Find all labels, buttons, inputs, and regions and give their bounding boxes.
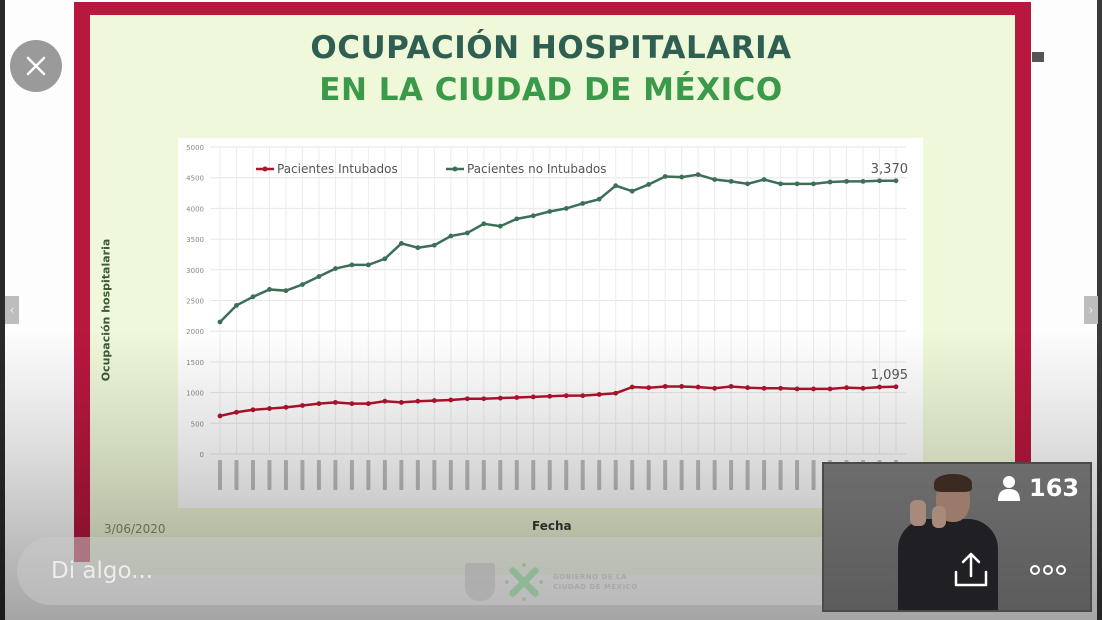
share-button[interactable] xyxy=(952,550,990,590)
comment-input[interactable] xyxy=(51,558,431,584)
line-chart: 0 500 1000 1500 2000 2500 3000 3500 4000 4500 5000… xyxy=(186,144,908,490)
svg-text:1500: 1500 xyxy=(186,359,204,367)
chevron-left-icon: ‹ xyxy=(9,303,15,317)
svg-text:3000: 3000 xyxy=(186,267,204,275)
close-icon xyxy=(26,56,46,76)
svg-text:4500: 4500 xyxy=(186,175,204,183)
svg-text:1,095: 1,095 xyxy=(871,368,908,383)
svg-text:2000: 2000 xyxy=(186,328,204,336)
x-axis-label: Fecha xyxy=(532,519,572,533)
more-options-button[interactable] xyxy=(1030,560,1070,580)
presenter-hair xyxy=(934,474,972,492)
next-arrow[interactable]: › xyxy=(1084,296,1098,324)
prev-arrow[interactable]: ‹ xyxy=(5,296,19,324)
svg-text:3500: 3500 xyxy=(186,236,204,244)
chevron-right-icon: › xyxy=(1088,303,1094,317)
more-icon-dot xyxy=(1043,565,1053,575)
more-icon-dot xyxy=(1056,565,1066,575)
slide-corner-mark xyxy=(1032,52,1044,62)
viewer-count: 163 xyxy=(997,474,1079,502)
slide-title-line1: OCUPACIÓN HOSPITALARIA xyxy=(310,30,792,66)
svg-text:5000: 5000 xyxy=(186,144,204,152)
svg-text:Pacientes no Intubados: Pacientes no Intubados xyxy=(467,162,607,176)
person-icon xyxy=(998,476,1020,501)
chart-area: 0 500 1000 1500 2000 2500 3000 3500 4000 4500 5000… xyxy=(178,138,923,508)
presenter-camera xyxy=(822,462,1092,612)
right-edge xyxy=(1097,0,1102,620)
close-button[interactable] xyxy=(10,40,62,92)
slide-date: 3/06/2020 xyxy=(104,522,166,536)
svg-text:1000: 1000 xyxy=(186,390,204,398)
svg-text:0: 0 xyxy=(200,451,204,459)
left-edge xyxy=(0,0,5,620)
share-icon xyxy=(954,552,988,587)
svg-text:Pacientes Intubados: Pacientes Intubados xyxy=(277,162,398,176)
comment-box[interactable] xyxy=(17,537,912,605)
svg-text:2500: 2500 xyxy=(186,298,204,306)
presenter-hand-2 xyxy=(932,506,946,528)
y-axis-label: Ocupación hospitalaria xyxy=(99,238,113,382)
slide-title-line2: EN LA CIUDAD DE MÉXICO xyxy=(319,72,783,108)
more-icon xyxy=(1030,565,1040,575)
svg-text:3,370: 3,370 xyxy=(871,162,908,177)
viewer-count-value: 163 xyxy=(1029,474,1080,502)
presenter-hand xyxy=(910,500,926,526)
svg-text:4000: 4000 xyxy=(186,205,204,213)
svg-text:500: 500 xyxy=(191,420,204,428)
presenter-body xyxy=(898,519,998,610)
